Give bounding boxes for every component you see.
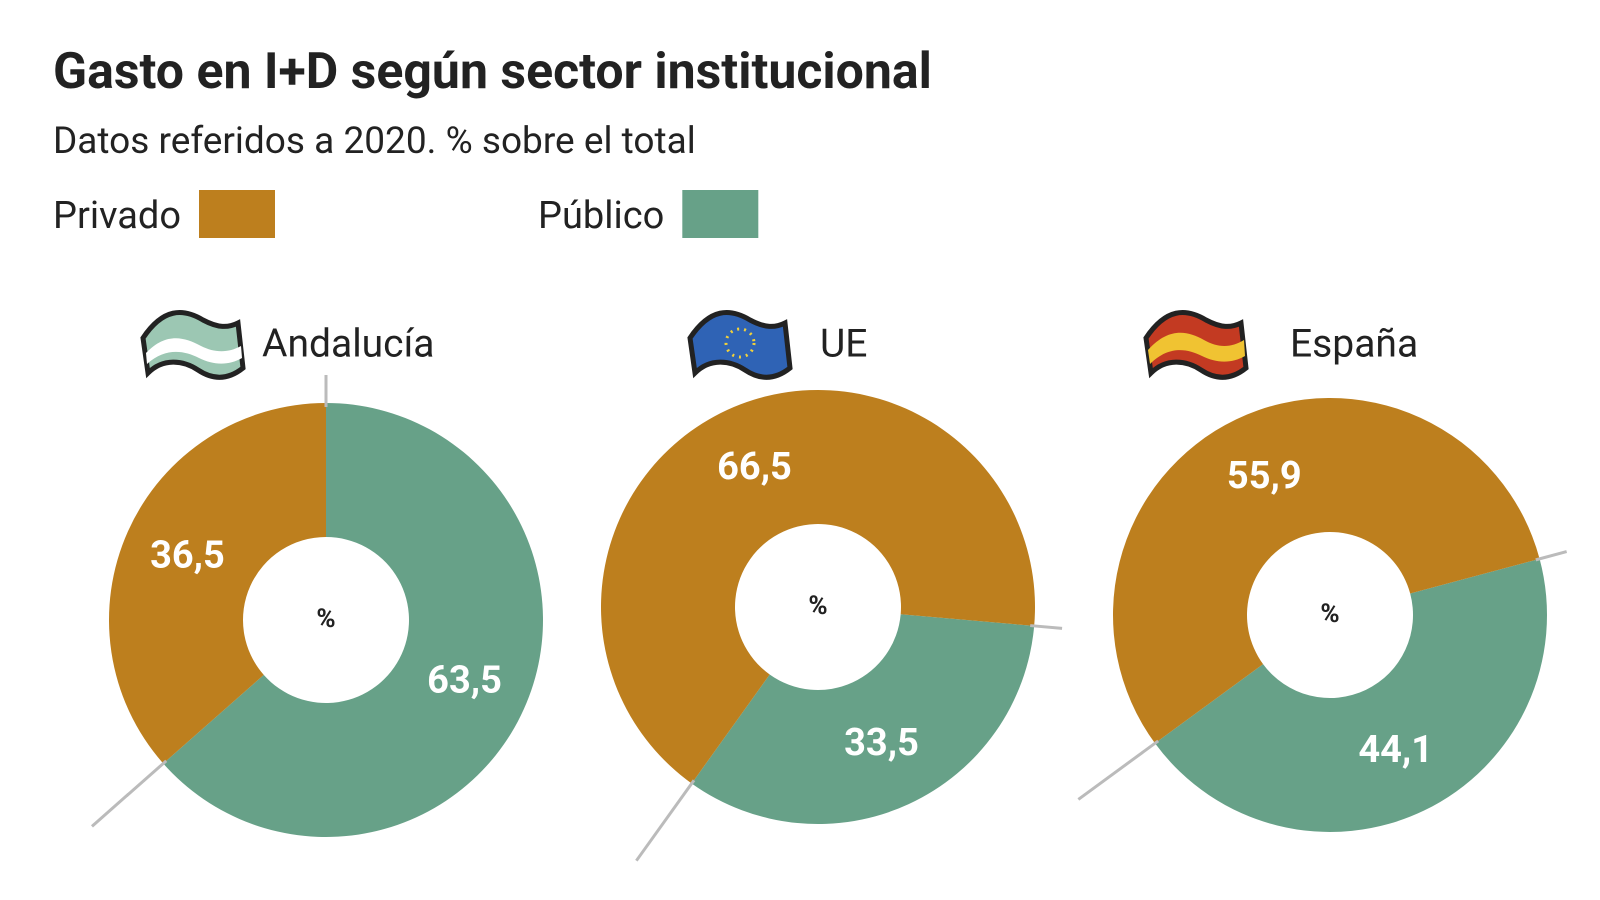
chart-title: UE: [820, 320, 867, 366]
value-label: 36,5: [150, 533, 225, 577]
center-label: %: [316, 604, 335, 634]
leader-line: [90, 759, 168, 828]
title: Gasto en I+D según sector institucional: [53, 43, 932, 101]
value-label: 44,1: [1358, 728, 1433, 772]
chart-title: Andalucía: [262, 320, 434, 366]
legend-swatch: [199, 190, 275, 238]
value-label: 63,5: [427, 659, 502, 703]
leader-line: [1030, 624, 1063, 630]
legend: Privado Público: [53, 190, 759, 238]
leader-line: [1535, 550, 1568, 562]
value-label: 55,9: [1227, 454, 1302, 498]
legend-label: Público: [538, 194, 664, 238]
flag-espana: [1143, 310, 1249, 380]
legend-label: Privado: [53, 194, 181, 238]
center-label: %: [1320, 599, 1339, 629]
leader-line: [635, 779, 696, 862]
donut-segment: [691, 614, 1035, 824]
donut-segment: [163, 403, 543, 837]
center-label: %: [808, 591, 827, 621]
flag-andalucia: [140, 310, 246, 380]
chart-title: España: [1290, 320, 1418, 366]
legend-swatch: [682, 190, 759, 238]
donut-segment: [1154, 558, 1547, 832]
value-label: 66,5: [717, 445, 792, 489]
donut-segment: [1113, 398, 1540, 744]
donut-segment: [601, 389, 1035, 784]
flag-ue: [687, 310, 793, 380]
leader-line: [1077, 739, 1160, 801]
subtitle: Datos referidos a 2020. % sobre el total: [53, 120, 696, 163]
donut-segment: [108, 403, 326, 764]
value-label: 33,5: [844, 721, 919, 765]
